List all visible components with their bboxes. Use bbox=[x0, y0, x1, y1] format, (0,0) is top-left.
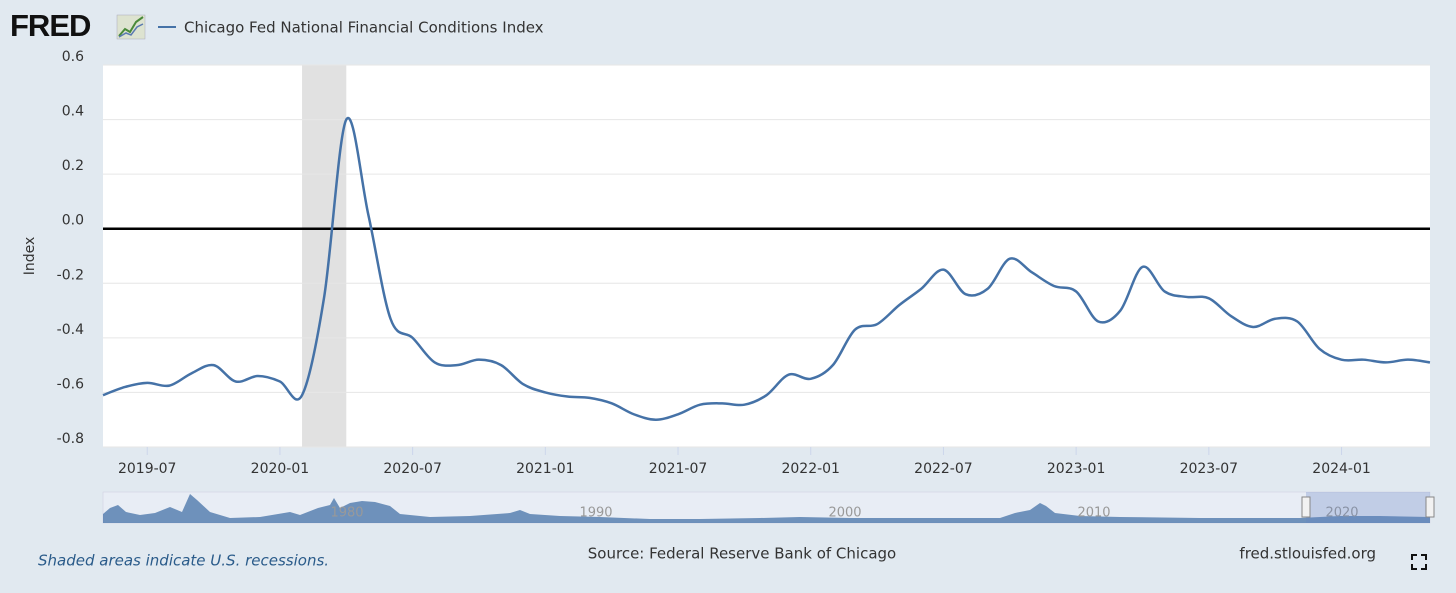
navigator-label: 2010 bbox=[1077, 506, 1110, 521]
x-tick-label: 2020-01 bbox=[251, 461, 310, 477]
recession-note: Shaded areas indicate U.S. recessions. bbox=[38, 552, 329, 570]
recession-band bbox=[302, 65, 347, 447]
y-tick-label: 0.2 bbox=[62, 158, 84, 174]
x-tick-label: 2022-01 bbox=[781, 461, 840, 477]
x-tick-label: 2020-07 bbox=[383, 461, 442, 477]
source: Source: Federal Reserve Bank of Chicago bbox=[588, 545, 896, 563]
navigator-label: 1980 bbox=[330, 506, 363, 521]
x-tick-label: 2021-01 bbox=[516, 461, 575, 477]
navigator-label: 2020 bbox=[1325, 506, 1358, 521]
y-tick-label: 0.0 bbox=[62, 213, 84, 229]
x-tick-label: 2023-01 bbox=[1047, 461, 1106, 477]
x-tick-label: 2024-01 bbox=[1312, 461, 1371, 477]
navigator-label: 1990 bbox=[579, 506, 612, 521]
y-tick-label: -0.2 bbox=[57, 267, 84, 283]
legend-label: Chicago Fed National Financial Condition… bbox=[184, 19, 544, 37]
navigator: 2020 2010 2000 1990 1980 bbox=[102, 491, 1435, 524]
navigator-label: 2000 bbox=[828, 506, 861, 521]
site-link[interactable]: fred.stlouisfed.org bbox=[1239, 545, 1376, 563]
y-tick-label: -0.6 bbox=[57, 376, 84, 392]
series-line bbox=[102, 116, 1431, 421]
logo: FRED bbox=[10, 8, 91, 43]
x-tick-label: 2023-07 bbox=[1180, 461, 1239, 477]
fullscreen-button[interactable] bbox=[1411, 554, 1427, 570]
x-tick-label: 2022-07 bbox=[914, 461, 973, 477]
y-tick-label: 0.4 bbox=[62, 104, 84, 120]
y-axis-label: Index bbox=[22, 237, 38, 276]
y-tick-label: 0.6 bbox=[62, 49, 84, 65]
logo-icon bbox=[116, 14, 146, 40]
x-tick-label: 2019-07 bbox=[118, 461, 177, 477]
y-tick-label: -0.8 bbox=[57, 431, 84, 447]
y-tick-label: -0.4 bbox=[57, 322, 84, 338]
x-tick-label: 2021-07 bbox=[649, 461, 708, 477]
